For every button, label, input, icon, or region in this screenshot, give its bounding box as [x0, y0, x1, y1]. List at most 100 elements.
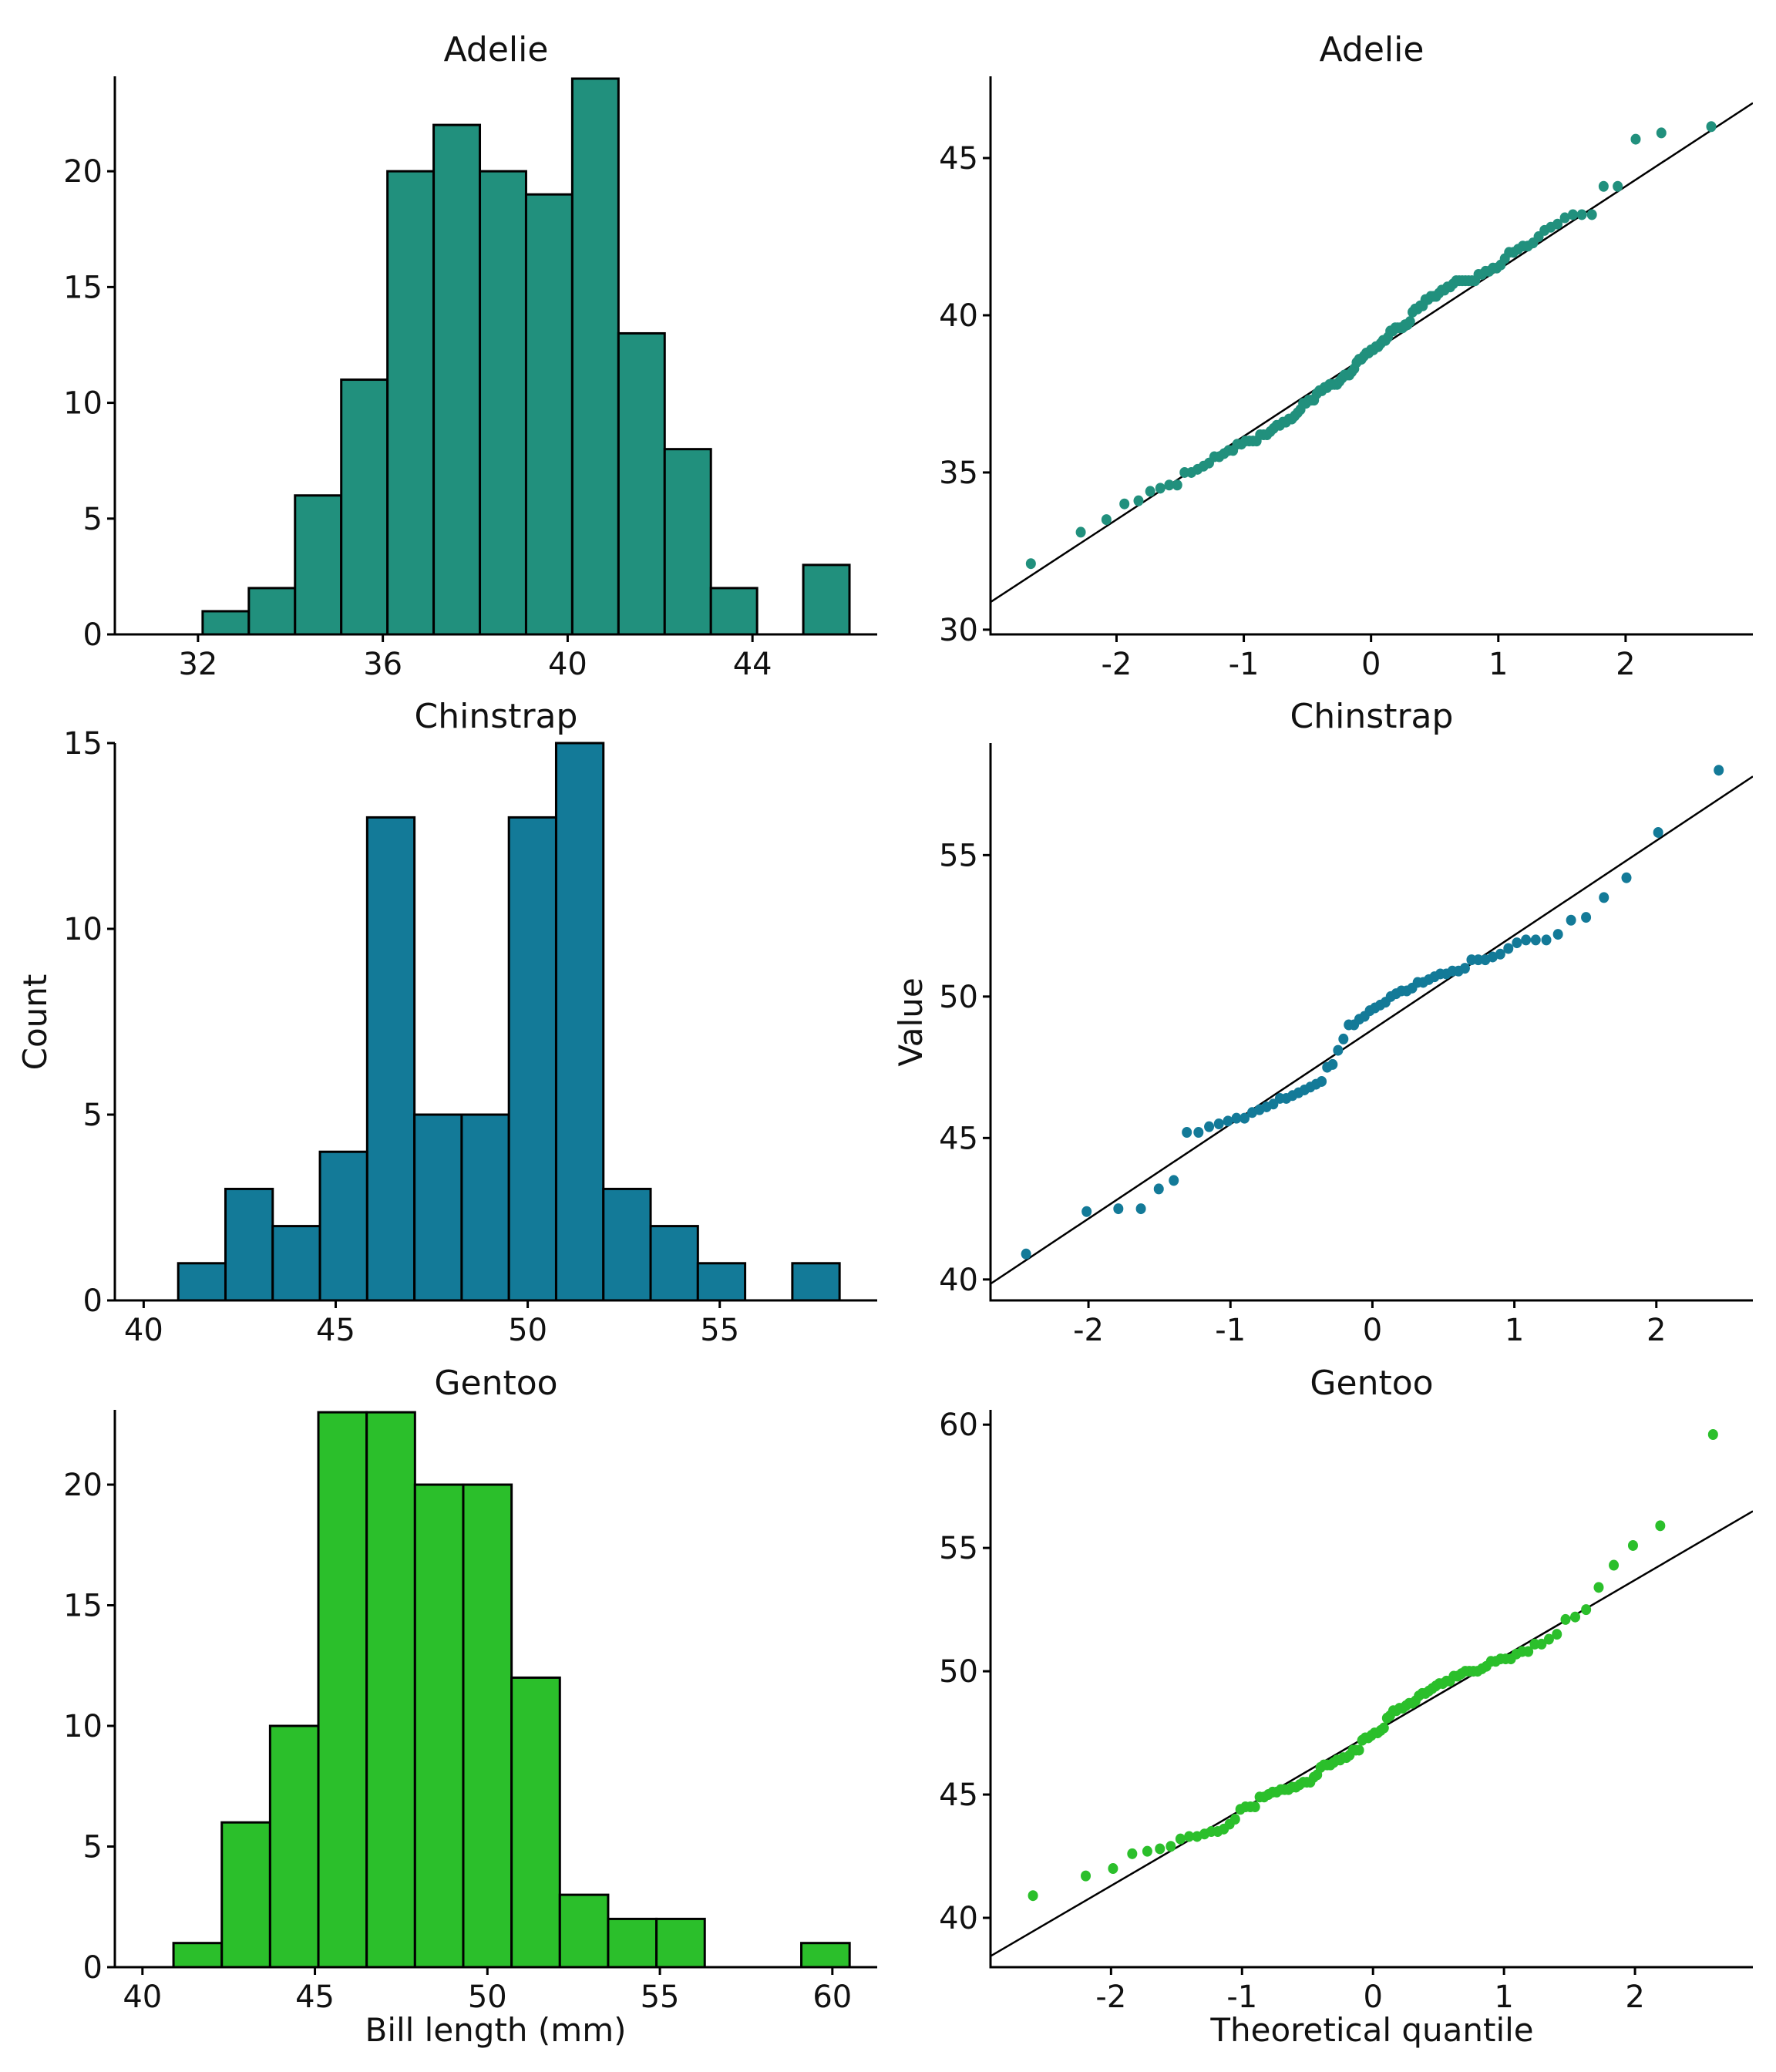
hist-bar: [570, 77, 620, 636]
x-tick-label: 55: [700, 1313, 739, 1348]
y-tick-label: 10: [63, 912, 103, 947]
qq-point: [1404, 316, 1415, 328]
hist-bar: [554, 742, 605, 1302]
hist-bar: [709, 587, 758, 636]
hist-bar: [558, 1893, 610, 1969]
hist-xlabel: Bill length (mm): [365, 2011, 627, 2049]
x-tick-label: 50: [468, 1980, 507, 2015]
qq-point: [1184, 1831, 1195, 1842]
qq-point: [1142, 1845, 1152, 1857]
adelie-hist-panel: Adelie 32 36 40 44 0 5 10 15 20: [63, 30, 877, 682]
qq-point: [1512, 937, 1522, 949]
adelie-hist-title: Adelie: [444, 30, 549, 69]
qq-point: [1229, 1814, 1240, 1825]
qq-point: [1552, 218, 1563, 230]
qq-point: [1133, 495, 1144, 506]
qq-point: [1598, 180, 1609, 192]
qq-point: [1354, 1744, 1364, 1756]
qq-point: [1155, 483, 1166, 494]
gentoo-qq-title: Gentoo: [1310, 1364, 1433, 1403]
hist-bar: [177, 1262, 227, 1302]
hist-bar: [655, 1917, 706, 1969]
qq-point: [1521, 934, 1532, 946]
y-tick-label: 5: [83, 1830, 103, 1865]
qq-point: [1495, 948, 1505, 960]
x-tick-label: 2: [1646, 1313, 1666, 1348]
x-tick-label: 0: [1363, 1313, 1382, 1348]
hist-bar: [479, 170, 527, 636]
hist-bar: [602, 1187, 652, 1302]
qq-point: [1487, 951, 1498, 963]
hist-bar: [365, 1411, 416, 1969]
x-tick-label: 40: [124, 1313, 163, 1348]
qq-point: [1530, 934, 1541, 946]
hist-bar: [663, 448, 712, 636]
y-tick-label: 40: [939, 298, 978, 334]
qq-point: [1317, 1075, 1327, 1087]
qq-point: [1378, 1722, 1389, 1734]
qq-point: [1153, 1183, 1164, 1195]
y-tick-label: 5: [83, 502, 103, 537]
qq-point: [1075, 526, 1086, 538]
qq-point: [1028, 1890, 1038, 1902]
qq-point: [1175, 1833, 1186, 1845]
reference-line: [991, 775, 1753, 1285]
qq-point: [1552, 929, 1563, 940]
qq-point: [1101, 514, 1112, 526]
adelie-qq-title: Adelie: [1320, 30, 1424, 69]
x-tick-label: 1: [1494, 1980, 1513, 2015]
hist-bar: [696, 1262, 747, 1302]
x-tick-label: 44: [733, 647, 772, 682]
hist-bar: [365, 816, 416, 1302]
qq-point: [1621, 872, 1632, 883]
qq-point: [1081, 1870, 1092, 1882]
qq-point: [1523, 1646, 1534, 1657]
hist-bar: [802, 563, 851, 636]
hist-bar: [413, 1483, 465, 1969]
qq-point: [1559, 212, 1570, 224]
qq-point: [1021, 1248, 1031, 1260]
qq-point: [1552, 1629, 1562, 1640]
hist-bar: [247, 587, 297, 636]
y-tick-label: 0: [83, 1283, 103, 1319]
x-tick-label: -2: [1095, 1980, 1126, 2015]
x-tick-label: 40: [548, 647, 587, 682]
y-tick-label: 55: [939, 1531, 978, 1566]
qq-point: [1656, 127, 1667, 139]
qq-point: [1706, 121, 1717, 133]
hist-bar: [510, 1676, 561, 1969]
x-tick-label: 1: [1505, 1313, 1524, 1348]
hist-bar: [172, 1942, 224, 1969]
x-tick-label: 2: [1625, 1980, 1644, 2015]
qq-point: [1155, 1843, 1166, 1855]
gentoo-hist-panel: Gentoo 40 45 50 55 60 0 5 10 15 20: [63, 1364, 877, 2015]
qq-point: [1503, 943, 1514, 954]
x-tick-label: 0: [1361, 647, 1381, 682]
hist-bar: [791, 1262, 841, 1302]
x-tick-label: 50: [508, 1313, 547, 1348]
y-tick-label: 30: [939, 613, 978, 648]
qq-point: [1609, 1559, 1620, 1571]
qq-point: [1231, 1112, 1242, 1124]
gentoo-qq-panel: Gentoo -2 -1 0 1 2 40 45 50 55 60: [939, 1364, 1753, 2015]
qq-point: [1327, 1058, 1338, 1070]
hist-ylabel: Count: [16, 974, 54, 1071]
y-tick-label: 20: [63, 1468, 103, 1503]
x-tick-label: 55: [641, 1980, 680, 2015]
y-tick-label: 50: [939, 1654, 978, 1690]
qq-point: [1613, 180, 1623, 192]
qq-point: [1593, 1582, 1604, 1593]
y-tick-label: 10: [63, 386, 103, 422]
hist-bar: [800, 1942, 851, 1969]
y-tick-label: 0: [83, 617, 103, 653]
qq-point: [1135, 1203, 1146, 1215]
y-tick-label: 10: [63, 1709, 103, 1744]
hist-bar: [317, 1411, 368, 1969]
x-tick-label: 45: [316, 1313, 355, 1348]
qq-point: [1025, 558, 1036, 570]
hist-bar: [340, 378, 389, 636]
y-tick-label: 20: [63, 154, 103, 190]
y-tick-label: 15: [63, 726, 103, 762]
qq-point: [1541, 934, 1552, 946]
